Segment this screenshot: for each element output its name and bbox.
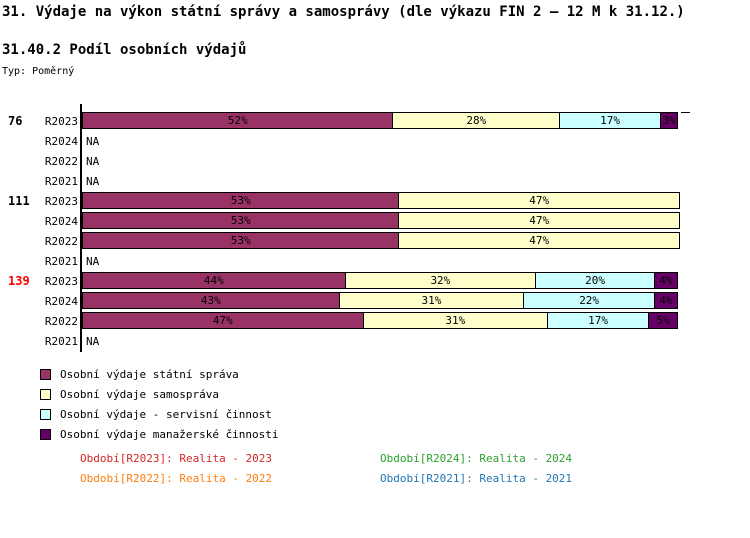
bar-segment: 17% <box>547 312 650 329</box>
na-value: NA <box>86 135 100 148</box>
type-label: Typ: Poměrný <box>2 66 75 77</box>
bar-segment: 44% <box>82 272 346 289</box>
bar-segment: 43% <box>82 292 340 309</box>
bar-segment: 31% <box>362 312 549 329</box>
legend-label: Osobní výdaje státní správa <box>60 367 239 381</box>
row-period-label: R2022 <box>44 235 78 248</box>
row-period-label: R2022 <box>44 155 78 168</box>
bar-segment: 5% <box>648 312 678 329</box>
stacked-bar-row: 47% 31% 17% 5% <box>82 312 681 329</box>
bar-segment: 20% <box>535 272 656 289</box>
row-period-label: R2023 <box>44 195 78 208</box>
stacked-bar-row: 53% 47% <box>82 192 681 209</box>
legend-swatch <box>40 408 51 420</box>
bar-segment: 53% <box>82 212 400 229</box>
na-value: NA <box>86 255 100 268</box>
period-definition: Období[R2024]: Realita - 2024 <box>380 452 573 465</box>
group-label: 76 <box>8 114 23 128</box>
na-value: NA <box>86 155 100 168</box>
stacked-bar-row: 53% 47% <box>82 212 681 229</box>
row-period-label: R2024 <box>44 135 78 148</box>
legend-label: Osobní výdaje samospráva <box>60 387 219 401</box>
legend-item: Osobní výdaje samospráva <box>40 384 279 404</box>
bar-segment: 22% <box>523 292 656 309</box>
stacked-bar-row: 44% 32% 20% 4% <box>82 272 681 289</box>
bar-segment: 28% <box>392 112 561 129</box>
y-axis-line <box>80 104 82 352</box>
legend-swatch <box>40 388 51 400</box>
bar-segment: 4% <box>654 272 678 289</box>
page-title: 31. Výdaje na výkon státní správy a samo… <box>2 4 685 20</box>
bar-segment: 31% <box>338 292 525 309</box>
bar-segment: 47% <box>82 312 364 329</box>
group-label: 111 <box>8 194 30 208</box>
bar-segment: 53% <box>82 232 400 249</box>
legend-swatch <box>40 368 51 380</box>
legend-label: Osobní výdaje - servisní činnost <box>60 407 272 421</box>
bar-segment: 47% <box>398 192 680 209</box>
na-value: NA <box>86 175 100 188</box>
na-value: NA <box>86 335 100 348</box>
legend-item: Osobní výdaje - servisní činnost <box>40 404 279 424</box>
period-definition: Období[R2023]: Realita - 2023 <box>80 452 273 465</box>
row-period-label: R2022 <box>44 315 78 328</box>
group-label: 139 <box>8 274 30 288</box>
axis-end-tick <box>681 112 690 113</box>
row-period-label: R2021 <box>44 335 78 348</box>
bar-segment: 52% <box>82 112 394 129</box>
legend-swatch <box>40 428 51 440</box>
legend-item: Osobní výdaje manažerské činnosti <box>40 424 279 444</box>
period-definition: Období[R2021]: Realita - 2021 <box>380 472 573 485</box>
stacked-bar-row: 53% 47% <box>82 232 681 249</box>
legend-item: Osobní výdaje státní správa <box>40 364 279 384</box>
bar-segment: 17% <box>559 112 662 129</box>
bar-segment: 53% <box>82 192 400 209</box>
row-period-label: R2023 <box>44 115 78 128</box>
section-title: 31.40.2 Podíl osobních výdajů <box>2 42 247 58</box>
row-period-label: R2021 <box>44 255 78 268</box>
stacked-bar-row: 43% 31% 22% 4% <box>82 292 681 309</box>
bar-segment: 3% <box>660 112 678 129</box>
bar-segment: 47% <box>398 232 680 249</box>
legend-label: Osobní výdaje manažerské činnosti <box>60 427 279 441</box>
row-period-label: R2024 <box>44 295 78 308</box>
period-definition: Období[R2022]: Realita - 2022 <box>80 472 273 485</box>
bar-segment: 47% <box>398 212 680 229</box>
stacked-bar-row: 52% 28% 17% 3% <box>82 112 681 129</box>
row-period-label: R2021 <box>44 175 78 188</box>
bar-segment: 4% <box>654 292 678 309</box>
row-period-label: R2023 <box>44 275 78 288</box>
row-period-label: R2024 <box>44 215 78 228</box>
legend: Osobní výdaje státní správa Osobní výdaje… <box>40 364 279 444</box>
bar-segment: 32% <box>344 272 537 289</box>
